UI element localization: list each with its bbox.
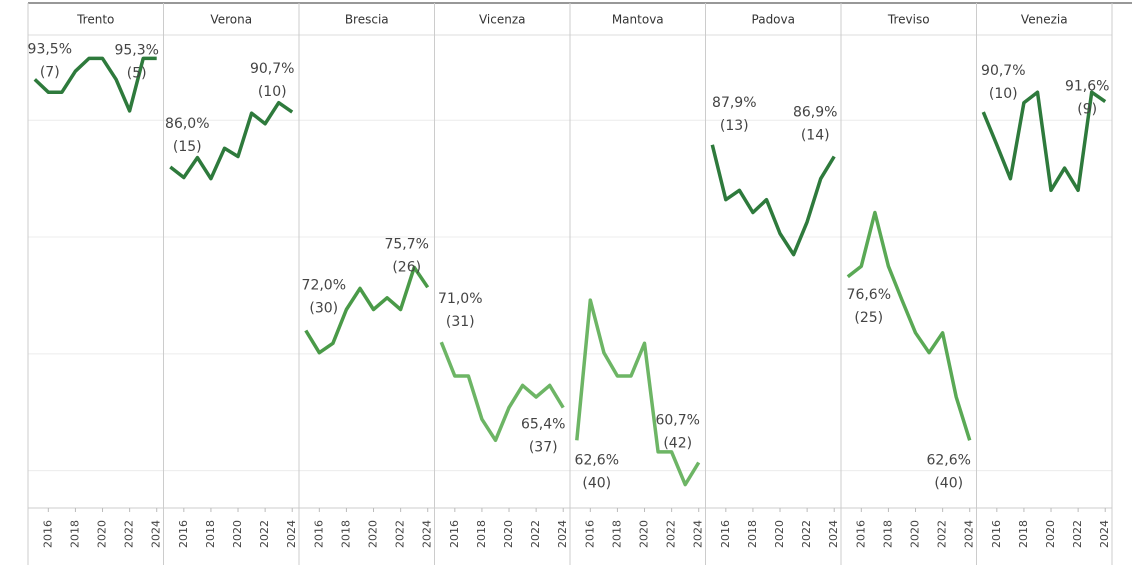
rank-label: (14) bbox=[801, 127, 830, 143]
panel-title: Trento bbox=[76, 13, 114, 27]
x-tick-label: 2016 bbox=[448, 520, 461, 548]
rank-label: (26) bbox=[392, 259, 421, 275]
panel-title: Vicenza bbox=[479, 13, 526, 27]
x-tick-label: 2020 bbox=[96, 520, 109, 548]
x-tick-label: 2024 bbox=[1098, 520, 1111, 548]
value-label: 93,5% bbox=[28, 41, 72, 57]
value-label: 62,6% bbox=[575, 452, 619, 468]
rank-label: (10) bbox=[989, 86, 1018, 102]
x-tick-label: 2018 bbox=[339, 520, 352, 548]
series-line bbox=[575, 298, 701, 487]
x-tick-label: 2020 bbox=[773, 520, 786, 548]
value-label: 60,7% bbox=[655, 412, 699, 428]
panel-title: Verona bbox=[210, 13, 252, 27]
value-label: 87,9% bbox=[712, 95, 756, 111]
x-tick-label: 2022 bbox=[1071, 520, 1084, 548]
x-tick-label: 2018 bbox=[204, 520, 217, 548]
value-label: 86,9% bbox=[793, 104, 837, 120]
x-tick-label: 2020 bbox=[502, 520, 515, 548]
rank-label: (15) bbox=[173, 139, 202, 155]
panel-title: Mantova bbox=[612, 13, 664, 27]
x-tick-label: 2016 bbox=[41, 520, 54, 548]
value-label: 95,3% bbox=[114, 42, 158, 58]
rank-label: (31) bbox=[446, 314, 475, 330]
series-line bbox=[33, 56, 157, 113]
x-tick-label: 2018 bbox=[610, 520, 623, 548]
value-label: 75,7% bbox=[384, 236, 428, 252]
rank-label: (40) bbox=[582, 475, 611, 491]
x-tick-label: 2024 bbox=[692, 520, 705, 548]
x-tick-label: 2024 bbox=[421, 520, 434, 548]
value-label: 72,0% bbox=[302, 277, 346, 293]
series-line bbox=[439, 341, 565, 443]
series-line bbox=[710, 144, 836, 257]
x-tick-label: 2016 bbox=[719, 520, 732, 548]
x-tick-label: 2020 bbox=[1044, 520, 1057, 548]
x-tick-label: 2018 bbox=[475, 520, 488, 548]
value-label: 65,4% bbox=[521, 417, 565, 433]
rank-label: (5) bbox=[127, 65, 147, 81]
x-tick-label: 2022 bbox=[665, 520, 678, 548]
rank-label: (25) bbox=[854, 310, 883, 326]
value-label: 76,6% bbox=[847, 287, 891, 303]
value-label: 91,6% bbox=[1065, 79, 1109, 95]
x-tick-label: 2016 bbox=[312, 520, 325, 548]
x-tick-label: 2022 bbox=[529, 520, 542, 548]
panel-title: Brescia bbox=[345, 13, 389, 27]
x-tick-label: 2018 bbox=[68, 520, 81, 548]
x-tick-label: 2022 bbox=[800, 520, 813, 548]
value-label: 86,0% bbox=[165, 116, 209, 132]
rank-label: (37) bbox=[529, 440, 558, 456]
x-tick-label: 2024 bbox=[827, 520, 840, 548]
x-tick-label: 2024 bbox=[285, 520, 298, 548]
series-line bbox=[304, 265, 430, 355]
x-tick-label: 2016 bbox=[854, 520, 867, 548]
panel-title: Padova bbox=[752, 13, 795, 27]
rank-label: (13) bbox=[720, 118, 749, 134]
x-tick-label: 2022 bbox=[258, 520, 271, 548]
x-tick-label: 2018 bbox=[881, 520, 894, 548]
series-line bbox=[846, 210, 972, 441]
panel-title: Treviso bbox=[887, 13, 930, 27]
series-line bbox=[981, 90, 1107, 193]
x-tick-label: 2022 bbox=[123, 520, 136, 548]
rank-label: (9) bbox=[1077, 102, 1097, 118]
x-tick-label: 2024 bbox=[963, 520, 976, 548]
x-tick-label: 2024 bbox=[150, 520, 163, 548]
x-tick-label: 2018 bbox=[1017, 520, 1030, 548]
x-tick-label: 2016 bbox=[990, 520, 1003, 548]
x-tick-label: 2022 bbox=[394, 520, 407, 548]
value-label: 90,7% bbox=[981, 63, 1025, 79]
value-label: 71,0% bbox=[438, 291, 482, 307]
rank-label: (40) bbox=[934, 475, 963, 491]
x-tick-label: 2020 bbox=[231, 520, 244, 548]
rank-label: (10) bbox=[258, 84, 287, 100]
x-tick-label: 2022 bbox=[936, 520, 949, 548]
value-label: 62,6% bbox=[926, 452, 970, 468]
x-tick-label: 2020 bbox=[638, 520, 651, 548]
x-tick-label: 2016 bbox=[583, 520, 596, 548]
rank-label: (42) bbox=[663, 435, 692, 451]
panel-title: Venezia bbox=[1021, 13, 1068, 27]
x-tick-label: 2016 bbox=[177, 520, 190, 548]
x-tick-label: 2018 bbox=[746, 520, 759, 548]
x-tick-label: 2020 bbox=[909, 520, 922, 548]
series-line bbox=[169, 100, 294, 181]
rank-label: (7) bbox=[40, 64, 60, 80]
x-tick-label: 2020 bbox=[367, 520, 380, 548]
value-label: 90,7% bbox=[250, 61, 294, 77]
x-tick-label: 2024 bbox=[556, 520, 569, 548]
rank-label: (30) bbox=[309, 300, 338, 316]
